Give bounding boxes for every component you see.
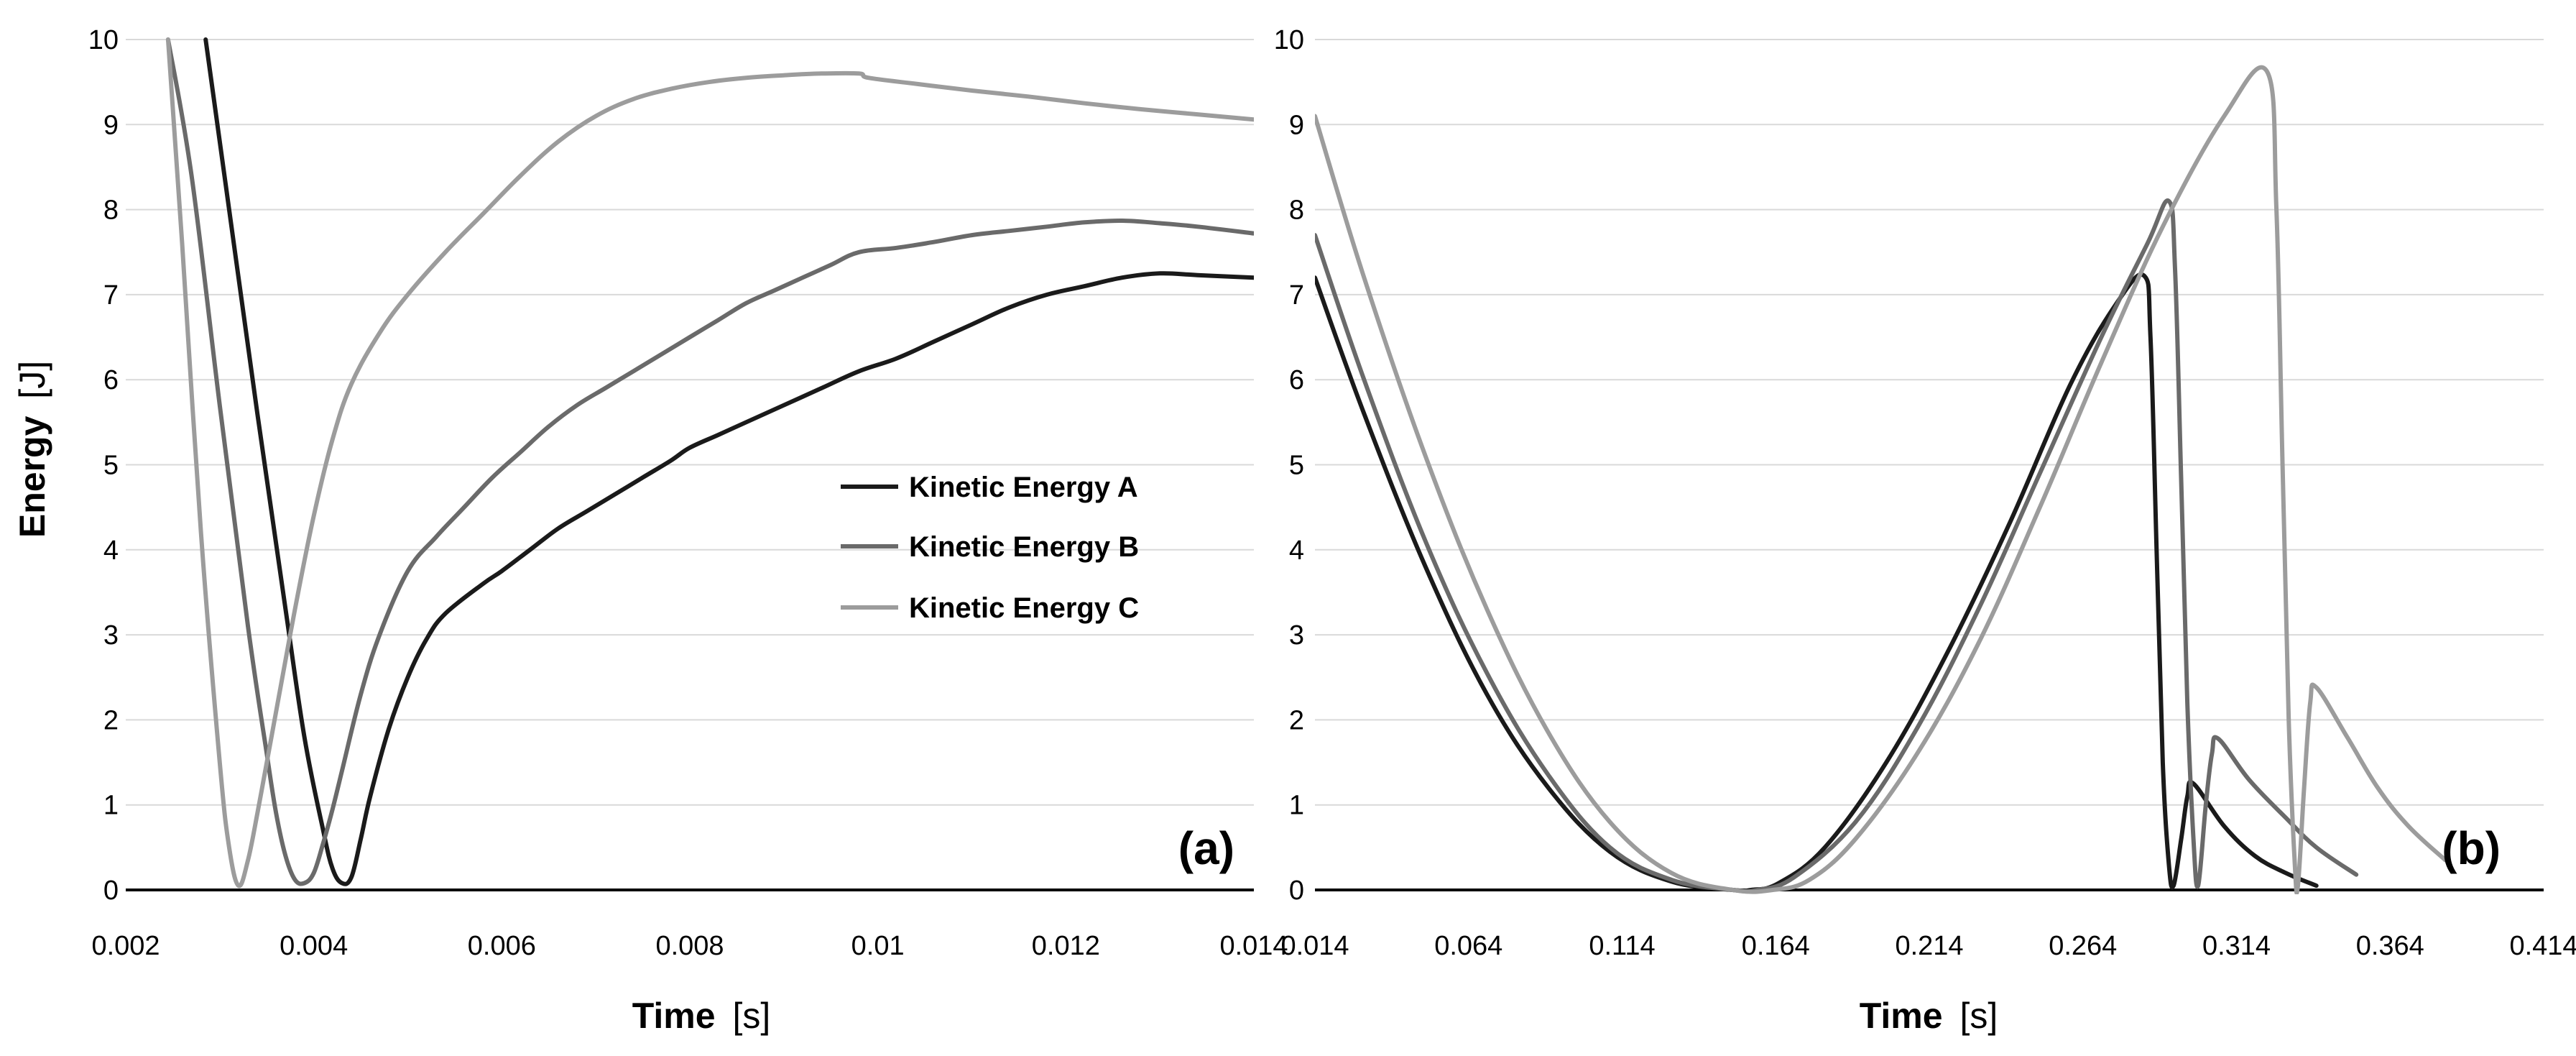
y-tick-label-a-5: 5 bbox=[103, 451, 119, 481]
x-tick-label-b-4: 0.214 bbox=[1895, 931, 1963, 961]
y-axis-title-label: Energy bbox=[12, 415, 52, 538]
y-tick-label-a-9: 9 bbox=[103, 110, 119, 140]
y-tick-label-b-2: 2 bbox=[1289, 705, 1304, 735]
x-tick-label-a-4: 0.01 bbox=[851, 931, 905, 961]
x-axis-title-b: Time [s] bbox=[1860, 996, 1998, 1036]
y-tick-label-a-4: 4 bbox=[103, 536, 119, 566]
series-group-b bbox=[1315, 65, 2448, 894]
x-tick-label-b-1: 0.064 bbox=[1434, 931, 1502, 961]
y-tick-label-b-8: 8 bbox=[1289, 196, 1304, 226]
y-tick-label-a-3: 3 bbox=[103, 620, 119, 651]
x-tick-label-a-3: 0.008 bbox=[655, 931, 724, 961]
y-tick-label-b-7: 7 bbox=[1289, 280, 1304, 311]
series-group-a bbox=[165, 37, 1254, 889]
x-axis-title-a-label: Time bbox=[632, 996, 716, 1036]
x-tick-label-a-0: 0.002 bbox=[91, 931, 160, 961]
series-line-b-1 bbox=[1315, 272, 2319, 894]
y-tick-label-a-10: 10 bbox=[88, 25, 119, 55]
y-tick-label-a-2: 2 bbox=[103, 705, 119, 735]
y-tick-label-a-8: 8 bbox=[103, 196, 119, 226]
series-line-b-3 bbox=[1315, 65, 2448, 894]
chart-panel-b: 0 1 2 3 4 5 6 7 8 9 10 0.014 0.064 0.114 0.164 0.214 0.2… bbox=[1274, 25, 2576, 961]
panel-label-b: (b) bbox=[2442, 822, 2501, 874]
y-tick-label-b-10: 10 bbox=[1274, 25, 1304, 55]
panel-label-a: (a) bbox=[1178, 822, 1234, 874]
series-line-b-2 bbox=[1315, 198, 2359, 894]
y-tick-label-b-4: 4 bbox=[1289, 536, 1304, 566]
y-axis-title-unit: [J] bbox=[12, 361, 52, 399]
legend-label-b: Kinetic Energy B bbox=[909, 531, 1139, 563]
x-axis-title-b-label: Time bbox=[1860, 996, 1943, 1036]
x-tick-label-b-5: 0.264 bbox=[2049, 931, 2117, 961]
y-tick-label-b-5: 5 bbox=[1289, 451, 1304, 481]
y-tick-label-a-1: 1 bbox=[103, 791, 119, 821]
y-tick-label-b-9: 9 bbox=[1289, 110, 1304, 140]
x-tick-label-a-5: 0.012 bbox=[1032, 931, 1100, 961]
x-tick-label-a-2: 0.006 bbox=[468, 931, 536, 961]
x-tick-label-b-2: 0.114 bbox=[1589, 931, 1655, 961]
x-tick-label-b-3: 0.164 bbox=[1742, 931, 1810, 961]
series-line-a-2 bbox=[165, 37, 1254, 886]
y-tick-label-a-0: 0 bbox=[103, 876, 119, 906]
x-axis-title-a-unit: [s] bbox=[732, 996, 770, 1036]
x-tick-label-b-6: 0.314 bbox=[2202, 931, 2271, 961]
series-line-a-3 bbox=[165, 37, 1254, 889]
x-tick-label-a-6: 0.014 bbox=[1219, 931, 1288, 961]
y-tick-label-a-6: 6 bbox=[103, 365, 119, 395]
y-tick-label-b-0: 0 bbox=[1289, 876, 1304, 906]
y-tick-label-b-6: 6 bbox=[1289, 365, 1304, 395]
x-tick-label-a-1: 0.004 bbox=[280, 931, 348, 961]
x-tick-label-b-8: 0.414 bbox=[2509, 931, 2576, 961]
chart-panel-a: 0 1 2 3 4 5 6 7 8 9 10 0.002 0.004 0.006 0.008 0.01 0.01… bbox=[88, 25, 1288, 961]
x-tick-label-b-7: 0.364 bbox=[2356, 931, 2424, 961]
series-line-a-1 bbox=[203, 37, 1254, 886]
y-axis-title: Energy [J] bbox=[12, 361, 52, 538]
legend-label-c: Kinetic Energy C bbox=[909, 592, 1139, 624]
legend-label-a: Kinetic Energy A bbox=[909, 472, 1138, 503]
x-axis-title-a: Time [s] bbox=[632, 996, 771, 1036]
x-axis-title-b-unit: [s] bbox=[1959, 996, 1998, 1036]
y-tick-label-a-7: 7 bbox=[103, 280, 119, 311]
y-tick-label-b-1: 1 bbox=[1289, 791, 1304, 821]
y-tick-label-b-3: 3 bbox=[1289, 620, 1304, 651]
legend: Kinetic Energy A Kinetic Energy B Kineti… bbox=[841, 472, 1139, 624]
x-tick-label-b-0: 0.014 bbox=[1280, 931, 1349, 961]
